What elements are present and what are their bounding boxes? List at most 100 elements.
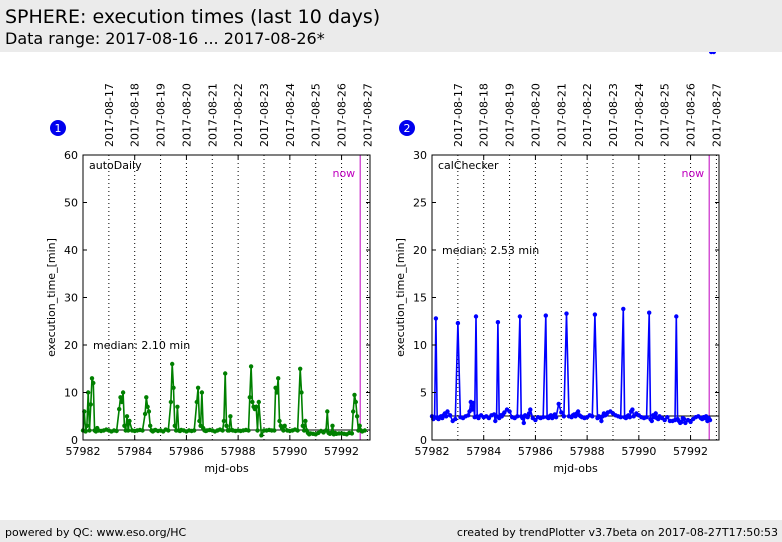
data-point [325,409,330,414]
x-tick-label: 57990 [272,445,307,458]
y-tick-label: 5 [420,387,427,400]
data-point [517,314,523,319]
data-point [455,320,461,326]
data-point [91,380,96,386]
data-point [662,417,667,423]
data-point [256,399,261,405]
y-tick-label: 0 [71,434,78,447]
data-point [122,423,127,428]
data-point [599,418,604,424]
data-point [274,390,280,395]
y-tick-label: 60 [64,149,78,162]
data-point [502,410,507,415]
data-point [250,399,255,405]
data-point [471,400,476,406]
data-point [172,423,177,428]
y-tick-label: 0 [420,434,427,447]
data-point [273,385,278,390]
date-tick-label: 2017-08-22 [232,83,245,147]
y-axis-label: execution_time_[min] [394,238,407,357]
badge-number: 2 [404,122,411,135]
date-tick-label: 2017-08-24 [633,83,646,147]
y-tick-label: 25 [413,197,427,210]
median-label: median: 2.53 min [442,244,539,257]
data-point [493,418,498,424]
data-point [674,314,679,319]
data-point [298,366,303,371]
date-tick-label: 2017-08-23 [607,83,620,147]
data-point [649,418,654,424]
date-tick-label: 2017-08-19 [155,83,168,147]
badge-number: 1 [55,122,62,135]
data-point [87,428,92,433]
y-axis-label: execution_time_[min] [45,238,58,357]
data-point [520,415,525,421]
badge-circle [50,120,66,136]
data-point [170,361,175,367]
date-tick-label: 2017-08-27 [361,83,374,147]
x-tick-label: 57992 [324,445,359,458]
data-point [126,428,131,433]
page-subtitle: Data range: 2017-08-16 ... 2017-08-26* [5,29,325,48]
data-point [199,390,205,395]
data-point [127,418,132,424]
data-point [351,409,356,414]
data-point [353,399,358,405]
data-point [145,404,150,409]
data-point [247,395,252,400]
data-point [543,313,548,318]
data-point [124,414,130,419]
x-tick-label: 57982 [415,445,450,458]
data-point [683,420,688,426]
data-point [254,404,259,409]
data-point [352,392,357,398]
data-point [248,364,254,369]
data-point [171,385,176,390]
data-point [195,385,201,390]
data-point [564,311,569,316]
date-tick-label: 2017-08-21 [206,83,219,147]
date-tick-label: 2017-08-18 [129,83,142,147]
data-point [114,428,119,434]
data-point [495,320,501,325]
data-point [357,423,362,428]
data-point [444,414,449,419]
data-point [148,423,153,428]
data-point [146,409,152,414]
data-point [303,418,308,424]
series-name-label: calChecker [438,159,499,172]
data-point [220,428,225,433]
date-tick-label: 2017-08-26 [685,83,698,147]
data-point [644,415,649,420]
data-point [246,428,251,433]
y-tick-label: 15 [413,292,427,305]
date-tick-label: 2017-08-23 [258,83,271,147]
data-point [445,409,450,414]
x-tick-label: 57986 [169,445,204,458]
badge-circle [399,120,415,136]
y-tick-label: 10 [64,387,78,400]
series-line [431,308,711,425]
data-point [473,314,479,319]
date-tick-label: 2017-08-20 [180,83,193,147]
date-tick-label: 2017-08-25 [310,83,323,147]
data-point [575,409,581,414]
data-point [89,376,95,381]
data-point [647,310,652,315]
data-point [476,415,481,421]
data-point [618,415,623,420]
data-point [166,428,171,433]
data-point [653,411,658,416]
data-point [194,399,199,405]
x-axis-label: mjd-obs [204,462,249,475]
date-tick-label: 2017-08-18 [478,83,491,147]
data-point [119,399,125,405]
data-point [688,419,693,425]
date-tick-label: 2017-08-17 [452,83,465,147]
x-tick-label: 57982 [66,445,101,458]
data-point [300,423,305,428]
data-point [84,423,90,428]
data-point [295,428,300,433]
data-point [281,428,286,433]
now-label: now [681,167,704,180]
